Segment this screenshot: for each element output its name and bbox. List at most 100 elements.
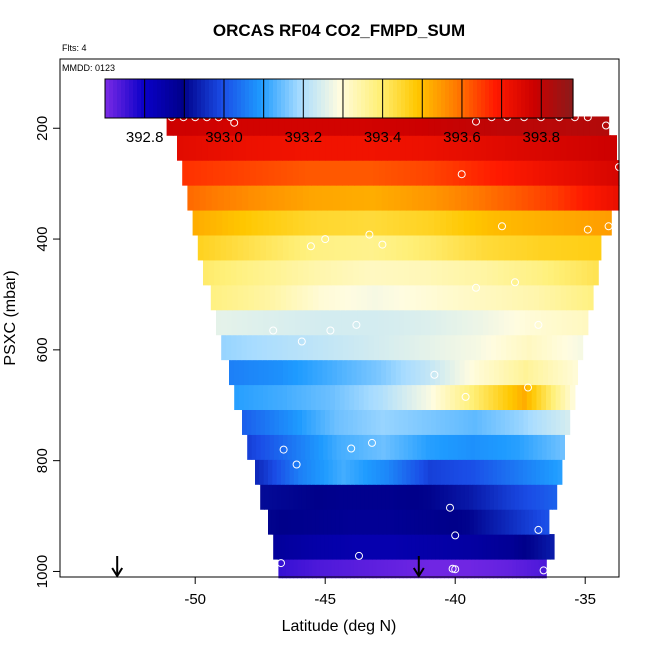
heatmap-cell: [447, 284, 454, 311]
heatmap-cell: [263, 459, 269, 485]
heatmap-cell: [425, 359, 431, 386]
heatmap-cell: [352, 484, 357, 510]
heatmap-cell: [445, 384, 451, 411]
heatmap-cell: [226, 234, 233, 261]
heatmap-cell: [422, 160, 429, 186]
heatmap-cell: [336, 160, 343, 186]
heatmap-cell: [528, 284, 535, 311]
colorbar-segment: [213, 79, 218, 118]
x-tick-label: -35: [574, 591, 596, 608]
heatmap-cell: [565, 116, 572, 136]
colorbar-segment: [125, 79, 130, 118]
heatmap-cell: [562, 334, 568, 361]
y-tick-label: 1000: [34, 555, 51, 588]
heatmap-cell: [177, 135, 184, 161]
heatmap-cell: [375, 185, 383, 211]
heatmap-cell: [600, 160, 608, 186]
heatmap-cell: [336, 259, 343, 286]
heatmap-cell: [546, 209, 553, 236]
heatmap-cell: [384, 334, 390, 361]
heatmap-cell: [332, 534, 338, 560]
heatmap-cell: [570, 384, 576, 411]
heatmap-cell: [267, 334, 273, 361]
heatmap-cell: [347, 116, 354, 136]
heatmap-cell: [416, 434, 423, 460]
heatmap-cell: [531, 384, 538, 411]
heatmap-cell: [492, 434, 498, 460]
heatmap-cell: [559, 259, 566, 286]
heatmap-cell: [251, 409, 257, 435]
heatmap-cell: [519, 484, 524, 510]
colorbar-segment: [209, 79, 214, 118]
heatmap-cell: [287, 359, 294, 386]
colorbar-segment: [385, 79, 390, 118]
colorbar-segment: [401, 79, 406, 118]
heatmap-cell: [396, 234, 403, 261]
heatmap-cell: [268, 309, 275, 336]
heatmap-cell: [337, 459, 343, 485]
heatmap-cell: [297, 409, 303, 435]
heatmap-cell: [320, 384, 326, 411]
sample-point: [539, 566, 548, 575]
heatmap-cell: [370, 509, 376, 535]
heatmap-cell: [492, 135, 500, 161]
heatmap-cell: [366, 284, 373, 311]
heatmap-cell: [310, 309, 317, 336]
colorbar-segment: [193, 79, 198, 118]
down-arrow-icon: [111, 556, 124, 578]
heatmap-cell: [335, 484, 341, 510]
colorbar-segment: [133, 79, 138, 118]
heatmap-cell: [248, 384, 254, 411]
heatmap-cell: [549, 234, 556, 261]
heatmap-cell: [403, 434, 409, 460]
heatmap-cell: [567, 359, 574, 386]
heatmap-cell: [492, 259, 499, 286]
heatmap-cell: [234, 384, 240, 411]
heatmap-cell: [237, 284, 244, 311]
heatmap-cell: [253, 384, 259, 411]
heatmap-cell: [414, 259, 421, 286]
colorbar-segment: [381, 79, 386, 118]
heatmap-cell: [484, 459, 489, 485]
heatmap-cell: [391, 558, 396, 579]
heatmap-cell: [537, 434, 543, 460]
heatmap-cell: [481, 509, 487, 535]
heatmap-cell: [367, 434, 373, 460]
heatmap-cell: [284, 116, 292, 136]
heatmap-cell: [256, 160, 263, 186]
heatmap-cell: [252, 309, 259, 336]
sample-point: [524, 383, 532, 392]
heatmap-cell: [358, 259, 366, 286]
heatmap-cell: [308, 558, 313, 579]
heatmap-cell: [402, 484, 407, 510]
heatmap-cell: [418, 484, 424, 510]
heatmap-cell: [593, 209, 601, 236]
heatmap-cell: [423, 459, 429, 485]
heatmap-cell: [333, 185, 340, 211]
heatmap-cell: [189, 135, 197, 161]
heatmap-cell: [533, 185, 541, 211]
heatmap-cell: [308, 259, 315, 286]
heatmap-cell: [538, 534, 543, 560]
heatmap-cell: [467, 135, 475, 161]
heatmap-cell: [488, 309, 495, 336]
heatmap-cell: [542, 534, 547, 560]
heatmap-cell: [311, 409, 317, 435]
heatmap-cell: [465, 116, 473, 136]
heatmap-cell: [558, 116, 566, 136]
heatmap-cell: [573, 135, 580, 161]
heatmap-cell: [272, 116, 280, 136]
heatmap-cell: [541, 409, 548, 435]
heatmap-cell: [331, 558, 336, 579]
heatmap-cell: [351, 234, 358, 261]
heatmap-cell: [354, 384, 360, 411]
colorbar-segment: [433, 79, 438, 118]
heatmap-cell: [406, 384, 413, 411]
colorbar-segment: [377, 79, 382, 118]
heatmap-cell: [427, 459, 433, 485]
heatmap-cell: [386, 259, 393, 286]
heatmap-cell: [530, 534, 535, 560]
heatmap-cell: [315, 409, 322, 435]
heatmap-cell: [272, 459, 278, 485]
heatmap-cell: [412, 434, 418, 460]
